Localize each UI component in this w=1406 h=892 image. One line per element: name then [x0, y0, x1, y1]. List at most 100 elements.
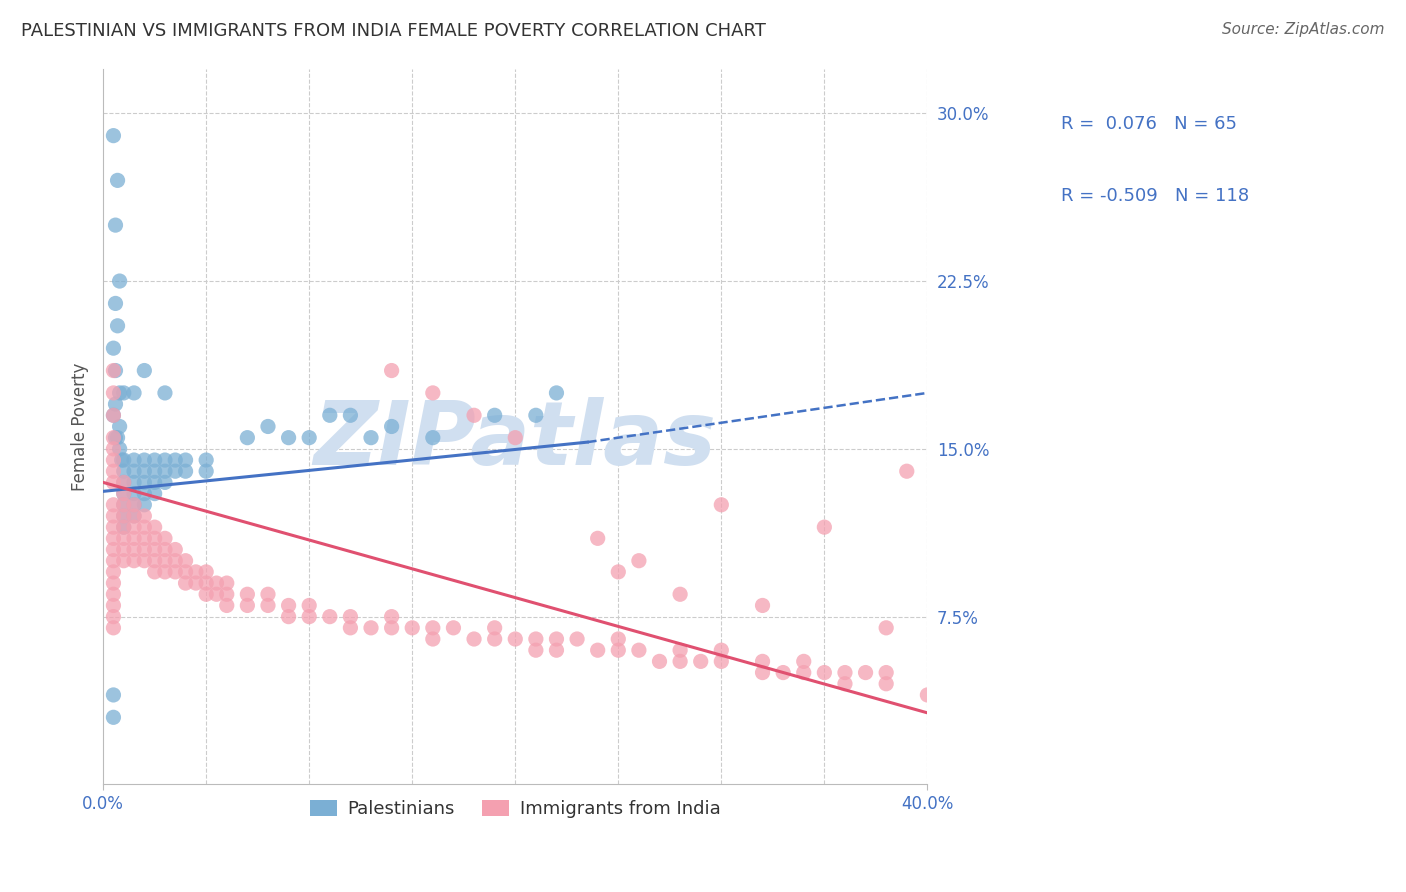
Point — [134, 532, 156, 546]
Point — [112, 554, 135, 568]
Point — [112, 486, 135, 500]
Point — [339, 621, 361, 635]
Point — [103, 341, 125, 355]
Point — [104, 218, 127, 232]
Point — [565, 632, 588, 646]
Point — [103, 464, 125, 478]
Point — [103, 710, 125, 724]
Point — [236, 431, 259, 445]
Point — [627, 554, 650, 568]
Point — [205, 576, 228, 591]
Text: Source: ZipAtlas.com: Source: ZipAtlas.com — [1222, 22, 1385, 37]
Point — [184, 565, 207, 579]
Point — [143, 532, 166, 546]
Point — [122, 542, 145, 557]
Point — [165, 542, 187, 557]
Text: ZIPatlas: ZIPatlas — [314, 397, 717, 484]
Point — [108, 442, 131, 456]
Point — [165, 554, 187, 568]
Point — [134, 453, 156, 467]
Point — [524, 643, 547, 657]
Point — [103, 508, 125, 523]
Point — [134, 464, 156, 478]
Point — [607, 632, 630, 646]
Point — [360, 621, 382, 635]
Point — [277, 609, 299, 624]
Point — [153, 532, 176, 546]
Point — [174, 464, 197, 478]
Point — [143, 520, 166, 534]
Point — [586, 532, 609, 546]
Point — [103, 621, 125, 635]
Point — [689, 654, 711, 668]
Point — [112, 475, 135, 490]
Point — [153, 464, 176, 478]
Point — [112, 532, 135, 546]
Point — [103, 128, 125, 143]
Point — [112, 542, 135, 557]
Point — [134, 475, 156, 490]
Point — [103, 599, 125, 613]
Point — [896, 464, 918, 478]
Point — [122, 453, 145, 467]
Point — [546, 643, 568, 657]
Point — [360, 431, 382, 445]
Point — [669, 587, 692, 601]
Point — [153, 453, 176, 467]
Point — [122, 498, 145, 512]
Point — [122, 554, 145, 568]
Point — [710, 643, 733, 657]
Point — [112, 475, 135, 490]
Point — [298, 609, 321, 624]
Point — [422, 621, 444, 635]
Point — [751, 654, 773, 668]
Point — [134, 520, 156, 534]
Point — [813, 520, 835, 534]
Point — [215, 599, 238, 613]
Point — [112, 508, 135, 523]
Point — [112, 520, 135, 534]
Point — [855, 665, 877, 680]
Point — [257, 599, 280, 613]
Point — [174, 554, 197, 568]
Point — [205, 587, 228, 601]
Point — [875, 677, 897, 691]
Point — [195, 453, 218, 467]
Point — [103, 453, 125, 467]
Point — [134, 542, 156, 557]
Point — [103, 587, 125, 601]
Point — [195, 576, 218, 591]
Point — [174, 453, 197, 467]
Point — [484, 632, 506, 646]
Text: PALESTINIAN VS IMMIGRANTS FROM INDIA FEMALE POVERTY CORRELATION CHART: PALESTINIAN VS IMMIGRANTS FROM INDIA FEM… — [21, 22, 766, 40]
Point — [277, 599, 299, 613]
Point — [104, 397, 127, 411]
Point — [751, 665, 773, 680]
Bar — [1017, 106, 1049, 143]
Point — [834, 665, 856, 680]
Point — [153, 475, 176, 490]
Point — [143, 475, 166, 490]
Point — [103, 532, 125, 546]
Point — [153, 542, 176, 557]
Point — [463, 409, 485, 423]
Point — [546, 385, 568, 400]
Point — [381, 621, 404, 635]
Point — [153, 385, 176, 400]
Bar — [1017, 178, 1049, 214]
Point — [103, 609, 125, 624]
Point — [103, 431, 125, 445]
Point — [298, 599, 321, 613]
Point — [104, 296, 127, 310]
Point — [122, 520, 145, 534]
Point — [103, 576, 125, 591]
Point — [122, 475, 145, 490]
Point — [339, 609, 361, 624]
Point — [319, 609, 342, 624]
Point — [143, 464, 166, 478]
Point — [257, 587, 280, 601]
Point — [143, 486, 166, 500]
Point — [524, 632, 547, 646]
Point — [134, 498, 156, 512]
Point — [112, 486, 135, 500]
